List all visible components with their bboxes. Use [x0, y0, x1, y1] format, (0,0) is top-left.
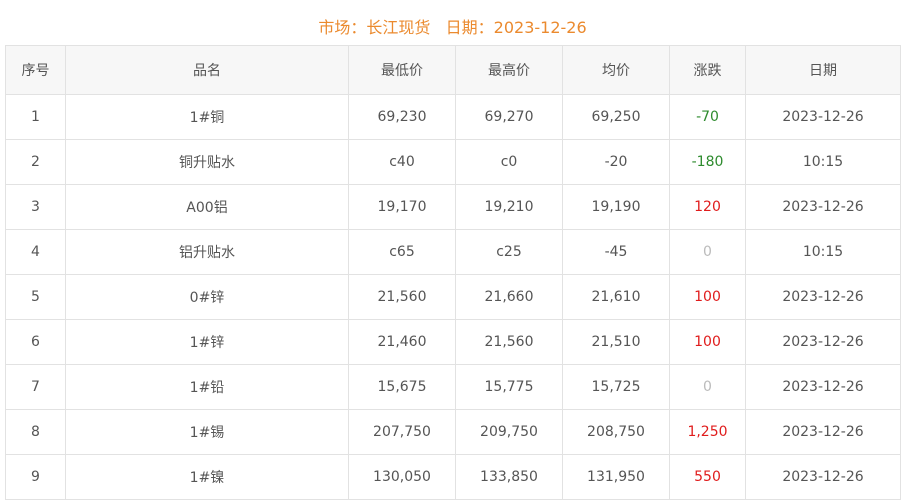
cell-avg: 208,750 [562, 409, 670, 455]
cell-name: 1#铅 [65, 364, 349, 410]
cell-change: 0 [669, 364, 746, 410]
cell-high: 19,210 [455, 184, 563, 230]
table-row: 4 铝升贴水 c65 c25 -45 0 10:15 [5, 229, 901, 275]
cell-name: 1#锡 [65, 409, 349, 455]
cell-no: 9 [5, 454, 66, 500]
date-label: 日期： [445, 18, 494, 37]
cell-date: 2023-12-26 [745, 184, 901, 230]
header-low: 最低价 [348, 45, 456, 95]
cell-low: c65 [348, 229, 456, 275]
table-row: 9 1#镍 130,050 133,850 131,950 550 2023-12-26 [5, 454, 901, 500]
cell-name: 0#锌 [65, 274, 349, 320]
cell-high: 15,775 [455, 364, 563, 410]
cell-low: 21,560 [348, 274, 456, 320]
page-title: 市场：长江现货 日期：2023-12-26 [0, 14, 905, 38]
table-row: 2 铜升贴水 c40 c0 -20 -180 10:15 [5, 139, 901, 185]
cell-low: 15,675 [348, 364, 456, 410]
market-label: 市场： [318, 18, 367, 37]
cell-name: 1#锌 [65, 319, 349, 365]
header-no: 序号 [5, 45, 66, 95]
cell-date: 2023-12-26 [745, 319, 901, 365]
cell-change: 550 [669, 454, 746, 500]
cell-low: 21,460 [348, 319, 456, 365]
table-row: 1 1#铜 69,230 69,270 69,250 -70 2023-12-26 [5, 94, 901, 140]
cell-high: c25 [455, 229, 563, 275]
table-row: 6 1#锌 21,460 21,560 21,510 100 2023-12-26 [5, 319, 901, 365]
cell-no: 3 [5, 184, 66, 230]
header-change: 涨跌 [669, 45, 746, 95]
cell-avg: -45 [562, 229, 670, 275]
table-row: 7 1#铅 15,675 15,775 15,725 0 2023-12-26 [5, 364, 901, 410]
cell-date: 2023-12-26 [745, 364, 901, 410]
cell-change: 120 [669, 184, 746, 230]
cell-avg: 21,510 [562, 319, 670, 365]
cell-date: 2023-12-26 [745, 94, 901, 140]
cell-change: 100 [669, 319, 746, 365]
cell-high: 21,560 [455, 319, 563, 365]
price-table: 序号 品名 最低价 最高价 均价 涨跌 日期 1 1#铜 69,230 69,270 69,250-… [5, 45, 901, 500]
cell-no: 2 [5, 139, 66, 185]
cell-no: 7 [5, 364, 66, 410]
cell-low: 130,050 [348, 454, 456, 500]
cell-high: 133,850 [455, 454, 563, 500]
date-value: 2023-12-26 [493, 18, 587, 37]
cell-avg: 69,250 [562, 94, 670, 140]
cell-date: 10:15 [745, 229, 901, 275]
cell-avg: 19,190 [562, 184, 670, 230]
cell-change: -180 [669, 139, 746, 185]
cell-no: 6 [5, 319, 66, 365]
cell-change: -70 [669, 94, 746, 140]
cell-avg: 15,725 [562, 364, 670, 410]
cell-no: 5 [5, 274, 66, 320]
cell-date: 2023-12-26 [745, 454, 901, 500]
header-high: 最高价 [455, 45, 563, 95]
cell-name: 铜升贴水 [65, 139, 349, 185]
table-row: 3 A00铝 19,170 19,210 19,190 120 2023-12-26 [5, 184, 901, 230]
cell-high: 21,660 [455, 274, 563, 320]
cell-low: c40 [348, 139, 456, 185]
cell-name: 1#铜 [65, 94, 349, 140]
cell-avg: -20 [562, 139, 670, 185]
cell-name: 1#镍 [65, 454, 349, 500]
cell-date: 2023-12-26 [745, 409, 901, 455]
cell-date: 2023-12-26 [745, 274, 901, 320]
cell-name: A00铝 [65, 184, 349, 230]
cell-name: 铝升贴水 [65, 229, 349, 275]
cell-high: c0 [455, 139, 563, 185]
cell-high: 69,270 [455, 94, 563, 140]
cell-high: 209,750 [455, 409, 563, 455]
market-value: 长江现货 [366, 18, 431, 37]
cell-low: 69,230 [348, 94, 456, 140]
table-row: 5 0#锌 21,560 21,660 21,610 100 2023-12-26 [5, 274, 901, 320]
cell-avg: 21,610 [562, 274, 670, 320]
header-avg: 均价 [562, 45, 670, 95]
cell-change: 100 [669, 274, 746, 320]
cell-date: 10:15 [745, 139, 901, 185]
header-date: 日期 [745, 45, 901, 95]
table-header: 序号 品名 最低价 最高价 均价 涨跌 日期 [5, 45, 901, 95]
cell-no: 4 [5, 229, 66, 275]
cell-low: 207,750 [348, 409, 456, 455]
table-row: 8 1#锡 207,750 209,750 208,750 1,250 2023-12-26 [5, 409, 901, 455]
cell-change: 0 [669, 229, 746, 275]
cell-no: 8 [5, 409, 66, 455]
cell-avg: 131,950 [562, 454, 670, 500]
cell-low: 19,170 [348, 184, 456, 230]
cell-change: 1,250 [669, 409, 746, 455]
header-name: 品名 [65, 45, 349, 95]
cell-no: 1 [5, 94, 66, 140]
